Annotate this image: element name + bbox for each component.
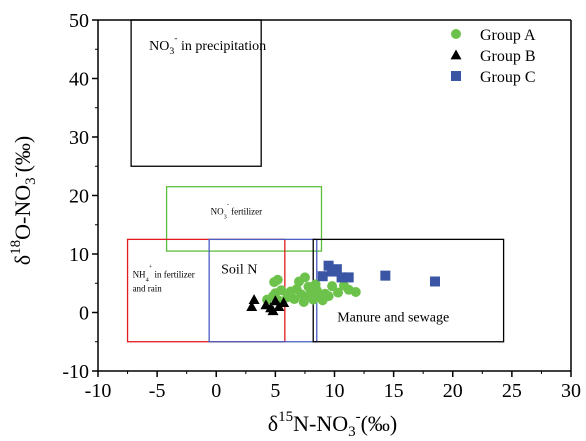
- axis-labels: δ15N-NO3-(‰)δ18O-NO3-(‰): [8, 136, 397, 440]
- legend-label: Group B: [480, 48, 536, 65]
- data-point: [380, 270, 391, 281]
- series-group-b: [246, 294, 290, 316]
- axis-label-species: N-NO: [293, 411, 348, 436]
- data-point: [267, 305, 279, 316]
- y-tick-label: 40: [69, 69, 89, 91]
- y-tick-label: -10: [62, 361, 89, 383]
- x-tick-label: 15: [384, 380, 404, 402]
- axis-label-charge: -: [8, 172, 24, 177]
- region-label-suffix: fertilizer: [229, 207, 262, 217]
- series-group-a: [262, 272, 361, 307]
- y-tick-label: 20: [69, 186, 89, 208]
- data-point: [246, 301, 258, 312]
- y-tick-label: 0: [79, 303, 89, 325]
- data-point: [317, 271, 328, 282]
- series-group-c: [317, 260, 441, 287]
- x-tick-label: 0: [211, 380, 221, 402]
- legend-marker: [451, 29, 461, 39]
- data-point: [333, 287, 344, 298]
- data-point: [343, 272, 354, 283]
- data-point: [289, 294, 300, 305]
- x-tick-label: 5: [270, 380, 280, 402]
- legend-label: Group A: [480, 27, 536, 44]
- axis-label-delta: δ: [10, 255, 35, 265]
- region-label-text: Soil N: [221, 262, 257, 277]
- axis-label-delta: δ: [268, 411, 278, 436]
- region-label-sup: +: [149, 263, 153, 270]
- y-axis-label: δ18O-NO3-(‰): [8, 136, 39, 266]
- data-point: [336, 272, 347, 283]
- x-tick-label: 30: [561, 380, 581, 402]
- region-label-suffix: in precipitation: [178, 39, 267, 54]
- data-point: [350, 287, 361, 298]
- x-tick-label: -10: [85, 380, 112, 402]
- axis-label-sub: 3: [348, 424, 356, 440]
- data-point: [323, 260, 334, 271]
- region-label-text: NO: [211, 207, 224, 217]
- region-label-text: Manure and sewage: [337, 310, 449, 325]
- data-point: [278, 297, 290, 307]
- data-point: [272, 274, 283, 285]
- region-box-2: [165, 186, 323, 252]
- region-label-2: NO3- fertilizer: [211, 201, 263, 221]
- axis-label-sub: 3: [23, 177, 39, 185]
- legend-label: Group C: [480, 69, 536, 86]
- axis-label-isotope: 18: [8, 240, 24, 255]
- region-label-4: Soil N: [221, 262, 257, 277]
- data-point: [248, 294, 260, 305]
- x-tick-label: 20: [443, 380, 463, 402]
- legend-marker: [451, 71, 461, 81]
- region-label-text: NH: [133, 269, 146, 279]
- axis-label-unit: (‰): [10, 136, 35, 173]
- axis-label-isotope: 15: [278, 409, 293, 425]
- axis-label-charge: -: [356, 409, 361, 425]
- axes: -10 -5 0 5 10 15 20 25 30 -10 0 10 20 30 40 50: [62, 10, 581, 402]
- region-label-5: Manure and sewage: [337, 310, 449, 325]
- region-label-3: NH4 + in fertilizer: [133, 263, 195, 283]
- region-label-text: NO: [149, 39, 169, 54]
- region-label-sup: -: [174, 33, 177, 44]
- legend-marker: [450, 49, 462, 60]
- region-label-1: NO3- in precipitation: [149, 33, 266, 57]
- data-points: [246, 260, 441, 316]
- region-label-sub: 3: [224, 214, 227, 221]
- x-tick-label: 25: [502, 380, 522, 402]
- data-point: [299, 272, 310, 283]
- legend: Group A Group B Group C: [450, 27, 536, 86]
- data-point: [430, 276, 441, 287]
- y-tick-label: 50: [69, 10, 89, 32]
- axis-label-unit: (‰): [361, 411, 398, 436]
- y-tick-label: 30: [69, 127, 89, 149]
- x-axis-label: δ15N-NO3-(‰): [268, 409, 398, 440]
- data-point: [276, 285, 287, 296]
- y-tick-label: 10: [69, 244, 89, 266]
- region-label-sup: -: [227, 201, 229, 208]
- region-label-sub: 4: [146, 276, 150, 283]
- region-label-line2: and rain: [133, 283, 163, 293]
- region-label-sub: 3: [169, 46, 174, 57]
- x-tick-label: -5: [149, 380, 166, 402]
- data-point: [331, 264, 342, 275]
- data-point: [323, 291, 334, 302]
- axis-label-species: O-NO: [10, 185, 35, 240]
- x-tick-label: 10: [325, 380, 345, 402]
- data-point: [327, 281, 338, 292]
- region-label-suffix: in fertilizer: [152, 269, 194, 279]
